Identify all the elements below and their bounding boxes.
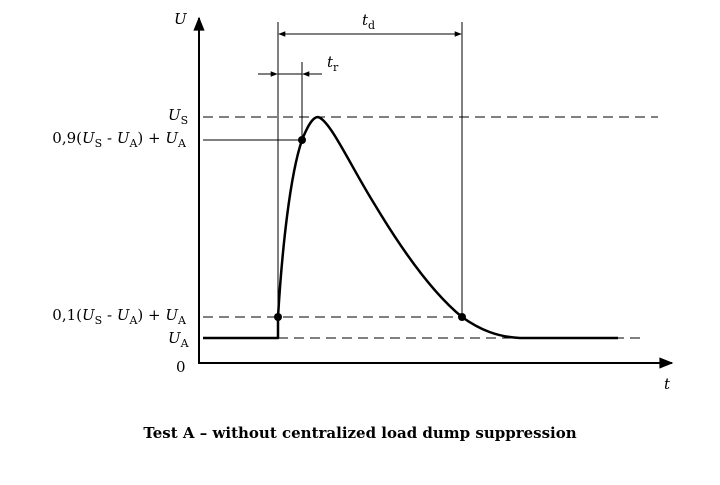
us-label: US [168, 106, 188, 127]
ten-percent-decay-point [458, 313, 466, 321]
origin-label: 0 [176, 358, 186, 376]
tr-label: tr [327, 53, 339, 74]
ten-percent-rise-point [274, 313, 282, 321]
ninety-percent-rise-point [298, 136, 306, 144]
ua-label: UA [168, 329, 190, 350]
ninety-percent-label: 0,9(US - UA) + UA [52, 129, 187, 150]
figure-caption: Test A – without centralized load dump s… [143, 424, 577, 442]
load-dump-pulse-curve [203, 115, 618, 340]
x-axis-label: t [664, 375, 671, 393]
ten-percent-label: 0,1(US - UA) + UA [52, 306, 187, 327]
y-axis-label: U [174, 10, 188, 28]
td-label: td [362, 11, 375, 32]
